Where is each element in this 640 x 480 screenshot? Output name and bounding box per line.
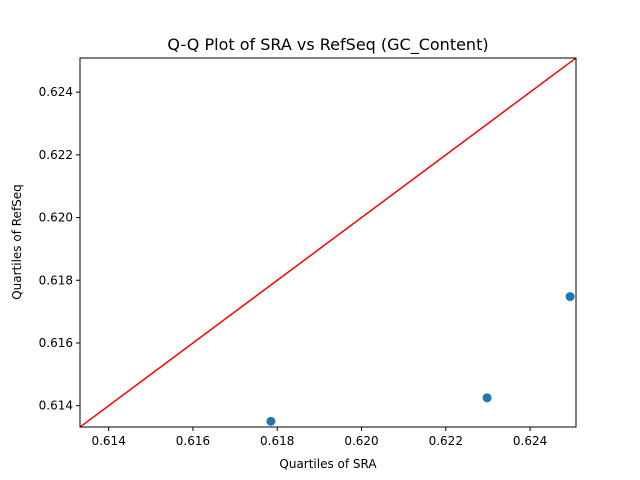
axes-frame xyxy=(79,57,577,428)
plot-area: 0.614 0.616 0.618 0.620 0.622 0.624 0.614 0.616… xyxy=(39,57,577,448)
x-tick-label: 0.618 xyxy=(260,434,294,448)
x-tick-label: 0.614 xyxy=(91,434,125,448)
y-tick-label: 0.622 xyxy=(39,148,73,162)
x-tick-label: 0.616 xyxy=(176,434,210,448)
x-axis-label: Quartiles of SRA xyxy=(279,457,377,471)
chart-title: Q-Q Plot of SRA vs RefSeq (GC_Content) xyxy=(167,35,488,55)
y-tick-label: 0.620 xyxy=(39,211,73,225)
data-point xyxy=(482,393,492,403)
x-tick-label: 0.620 xyxy=(344,434,378,448)
y-tick-label: 0.624 xyxy=(39,85,73,99)
x-tick-label: 0.624 xyxy=(513,434,547,448)
y-tick-label: 0.618 xyxy=(39,273,73,287)
reference-line xyxy=(80,58,576,427)
data-point xyxy=(565,292,575,302)
y-axis-label: Quartiles of RefSeq xyxy=(10,184,24,300)
data-point xyxy=(266,416,276,426)
x-tick-label: 0.622 xyxy=(429,434,463,448)
y-tick-label: 0.614 xyxy=(39,399,73,413)
y-tick-label: 0.616 xyxy=(39,336,73,350)
